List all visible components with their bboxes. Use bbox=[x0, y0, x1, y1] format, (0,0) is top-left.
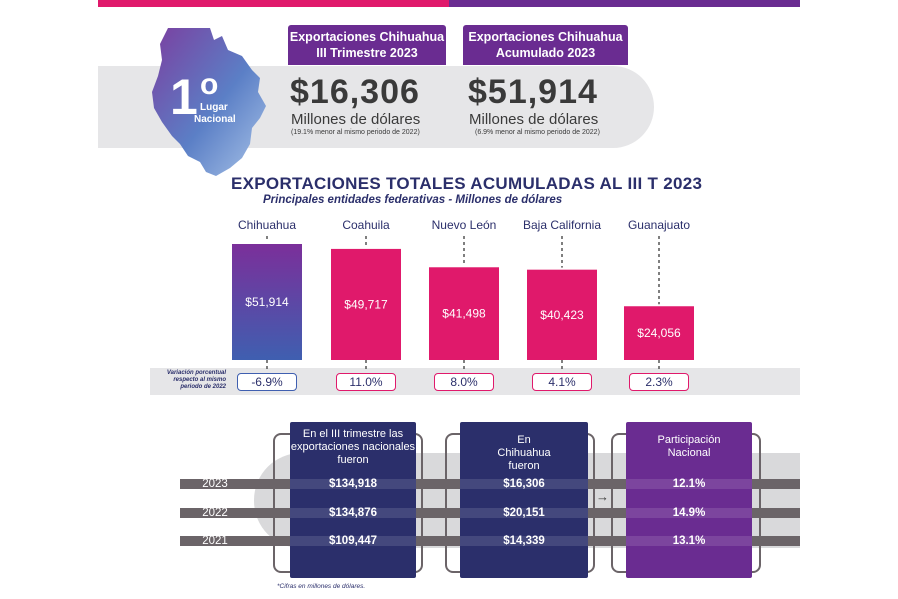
cell-stripe bbox=[460, 508, 588, 518]
rank-line1: Lugar bbox=[200, 102, 228, 113]
bar bbox=[527, 269, 597, 360]
top-color-bar bbox=[98, 0, 800, 7]
table-cell: $134,876 bbox=[329, 507, 377, 519]
table-cell: $16,306 bbox=[503, 478, 545, 490]
variation-label: Variación porcentual respecto al mismo p… bbox=[166, 370, 226, 390]
kpi-tag-line1: Exportaciones Chihuahua bbox=[468, 30, 623, 44]
chart-subtitle: Principales entidades federativas - Mill… bbox=[263, 194, 563, 206]
column-header: En el III trimestre las exportaciones na… bbox=[290, 428, 416, 466]
bar-value-label: $51,914 bbox=[245, 295, 289, 309]
table-cell: $134,918 bbox=[329, 478, 377, 490]
kpi-tag-quarter: Exportaciones Chihuahua III Trimestre 20… bbox=[288, 25, 446, 65]
cell-stripe bbox=[290, 508, 416, 518]
cell-stripe bbox=[290, 479, 416, 489]
kpi-tag-line2: III Trimestre 2023 bbox=[316, 46, 418, 60]
table-cell: $109,447 bbox=[329, 535, 377, 547]
cell-stripe bbox=[460, 536, 588, 546]
variation-value: 4.1% bbox=[532, 373, 592, 391]
category-label: Nuevo León bbox=[432, 218, 497, 232]
table-column-share: Participación Nacional bbox=[626, 422, 752, 578]
kpi-note-accumulated: (6.9% menor al mismo periodo de 2022) bbox=[475, 129, 600, 136]
rank-badge: 1 o Lugar Nacional bbox=[170, 68, 260, 132]
kpi-value-quarter: $16,306 bbox=[290, 73, 420, 111]
table-cell: 12.1% bbox=[672, 478, 706, 490]
kpi-unit-accumulated: Millones de dólares bbox=[469, 111, 599, 128]
bar bbox=[429, 267, 499, 360]
variation-value: 8.0% bbox=[434, 373, 494, 391]
variation-value: 11.0% bbox=[336, 373, 396, 391]
variation-value: 2.3% bbox=[629, 373, 689, 391]
category-label: Chihuahua bbox=[238, 218, 296, 232]
year-label: 2022 bbox=[202, 507, 228, 519]
bar bbox=[331, 248, 401, 360]
kpi-value-accumulated: $51,914 bbox=[468, 73, 598, 111]
kpi-tag-line2: Acumulado 2023 bbox=[495, 46, 596, 60]
chart-title: EXPORTACIONES TOTALES ACUMULADAS AL III … bbox=[231, 174, 703, 193]
bar bbox=[624, 306, 694, 360]
table-column-chihuahua: En Chihuahua fueron bbox=[460, 422, 588, 578]
variation-value: -6.9% bbox=[237, 373, 297, 391]
table-cell: $20,151 bbox=[503, 507, 545, 519]
column-header: Participación Nacional bbox=[657, 434, 721, 459]
table-cell: 14.9% bbox=[672, 507, 706, 519]
bar-value-label: $40,423 bbox=[540, 308, 584, 322]
category-label: Baja California bbox=[523, 218, 601, 232]
cell-stripe bbox=[290, 536, 416, 546]
chihuahua-map-icon bbox=[152, 28, 266, 176]
kpi-tag-accumulated: Exportaciones Chihuahua Acumulado 2023 bbox=[463, 25, 628, 65]
year-label: 2021 bbox=[202, 535, 228, 547]
rank-line2: Nacional bbox=[194, 114, 236, 125]
cell-stripe bbox=[626, 536, 752, 546]
column-header: En Chihuahua fueron bbox=[497, 434, 551, 472]
bar-value-label: $24,056 bbox=[637, 326, 681, 340]
kpi-tag-line1: Exportaciones Chihuahua bbox=[289, 30, 445, 44]
rank-degree: o bbox=[200, 68, 219, 101]
table-cell: $14,339 bbox=[503, 535, 545, 547]
footnote: *Cifras en millones de dólares. bbox=[277, 583, 366, 590]
category-label: Coahuila bbox=[342, 218, 390, 232]
table-column-national: En el III trimestre las exportaciones na… bbox=[290, 422, 416, 578]
rank-number: 1 bbox=[170, 69, 198, 125]
kpi-unit-quarter: Millones de dólares bbox=[291, 111, 421, 128]
year-label: 2023 bbox=[202, 478, 228, 490]
bar-value-label: $49,717 bbox=[344, 297, 388, 311]
bar bbox=[232, 244, 302, 360]
arrow-right-icon: → bbox=[596, 489, 609, 504]
kpi-note-quarter: (19.1% menor al mismo periodo de 2022) bbox=[291, 129, 420, 136]
cell-stripe bbox=[626, 479, 752, 489]
category-label: Guanajuato bbox=[628, 218, 690, 232]
cell-stripe bbox=[460, 479, 588, 489]
table-cell: 13.1% bbox=[672, 535, 706, 547]
cell-stripe bbox=[626, 508, 752, 518]
bar-value-label: $41,498 bbox=[442, 307, 486, 321]
